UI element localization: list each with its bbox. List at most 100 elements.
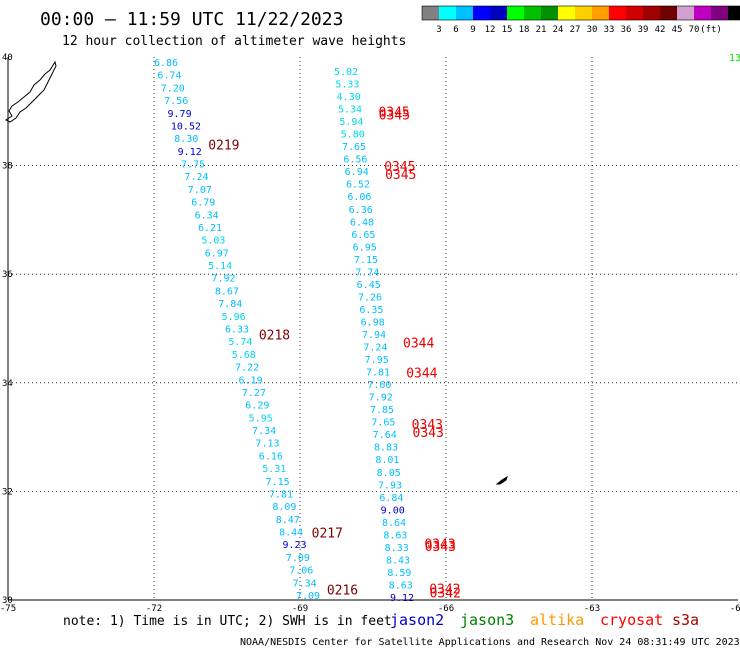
- wave-height-value: 7.13: [255, 439, 279, 450]
- wave-height-value: 9.12: [178, 147, 202, 158]
- wave-height-value: 7.24: [184, 172, 208, 183]
- wave-height-value: 7.56: [164, 96, 188, 107]
- wave-height-value: 7.26: [358, 292, 382, 303]
- wave-height-value: 5.68: [232, 350, 256, 361]
- scale-label: 21: [536, 25, 547, 35]
- scale-swatch: [490, 6, 507, 20]
- wave-height-value: 7.34: [293, 578, 317, 589]
- wave-height-value: 6.94: [345, 167, 369, 178]
- wave-height-value: 6.65: [351, 230, 375, 241]
- wave-height-value: 6.48: [350, 217, 374, 228]
- wave-height-value: 7.95: [365, 355, 389, 366]
- wave-height-value: 7.84: [218, 299, 242, 310]
- satellite-name: s3a: [672, 611, 699, 629]
- wave-height-value: 6.79: [191, 198, 215, 209]
- wave-height-value: 7.09: [296, 591, 320, 602]
- scale-label: 45: [672, 25, 683, 35]
- pass-time-label: 0217: [312, 527, 343, 542]
- scale-swatch: [456, 6, 473, 20]
- wave-height-value: 6.33: [225, 325, 249, 336]
- corner-value: 13: [729, 53, 740, 64]
- wave-height-value: 7.81: [366, 368, 390, 379]
- lon-tick-label: -75: [0, 604, 16, 614]
- scale-label: 18: [519, 25, 530, 35]
- wave-height-value: 8.63: [389, 580, 413, 591]
- wave-height-value: 7.65: [371, 418, 395, 429]
- wave-height-value: 7.74: [355, 267, 379, 278]
- credit-line: NOAA/NESDIS Center for Satellite Applica…: [240, 637, 740, 648]
- scale-label: 30: [587, 25, 598, 35]
- wave-height-value: 6.86: [154, 58, 178, 69]
- wave-height-value: 8.05: [377, 468, 401, 479]
- wave-height-value: 8.63: [383, 530, 407, 541]
- wave-height-value: 8.30: [174, 134, 198, 145]
- pass-time-label: 0219: [208, 138, 239, 153]
- scale-swatch: [677, 6, 694, 20]
- scale-label: 9: [470, 25, 475, 35]
- wave-height-value: 8.43: [386, 555, 410, 566]
- lat-tick-label: 40: [2, 53, 13, 63]
- scale-swatch: [711, 6, 728, 20]
- pass-time-label: 0343: [425, 540, 456, 555]
- map-grid: -75 -72 -69 -66 -63 -60 40 38 36 34 32 30 13: [0, 53, 740, 614]
- wave-height-value: 7.85: [370, 405, 394, 416]
- wave-height-value: 8.67: [215, 286, 239, 297]
- wave-height-value: 6.16: [259, 451, 283, 462]
- wave-height-value: 5.96: [222, 312, 246, 323]
- scale-label: (ft): [700, 25, 722, 35]
- coastline-shape: [5, 60, 57, 123]
- scale-label: 33: [604, 25, 615, 35]
- lat-tick-label: 32: [2, 487, 13, 497]
- pass-time-label: 0343: [412, 418, 443, 433]
- satellite-legend: jason2 jason3 altika cryosat s3a: [390, 611, 699, 629]
- wave-height-value: 7.94: [362, 330, 386, 341]
- wave-height-value: 5.80: [341, 130, 365, 141]
- pass-time-label: 0342: [430, 586, 461, 601]
- scale-label: 36: [621, 25, 632, 35]
- wave-height-value: 5.33: [335, 80, 359, 91]
- wave-height-value: 6.98: [361, 317, 385, 328]
- wave-height-value: 9.12: [390, 593, 414, 604]
- wave-height-value: 9.79: [168, 109, 192, 120]
- track-1-values: 6.866.747.207.569.7910.528.309.127.757.2…: [154, 58, 358, 602]
- lat-tick-label: 38: [2, 162, 13, 172]
- wave-height-value: 6.52: [346, 180, 370, 191]
- wave-height-value: 6.35: [359, 305, 383, 316]
- scale-swatch: [422, 6, 439, 20]
- wave-height-value: 7.22: [235, 363, 259, 374]
- scale-label: 24: [553, 25, 564, 35]
- scale-label: 15: [502, 25, 513, 35]
- scale-swatch: [728, 6, 740, 20]
- scale-label: 39: [638, 25, 649, 35]
- wave-height-value: 7.92: [211, 274, 235, 285]
- satellite-name: jason2: [390, 611, 444, 629]
- map-title: 00:00 – 11:59 UTC 11/22/2023: [40, 9, 343, 30]
- lon-tick-label: -72: [146, 604, 162, 614]
- satellite-name: cryosat: [600, 611, 663, 629]
- wave-height-value: 7.65: [342, 142, 366, 153]
- wave-height-value: 6.29: [245, 401, 269, 412]
- wave-height-value: 6.56: [343, 155, 367, 166]
- wave-height-value: 6.97: [205, 248, 229, 259]
- wave-height-value: 7.92: [369, 393, 393, 404]
- wave-height-value: 5.74: [228, 337, 252, 348]
- wave-height-value: 8.47: [276, 515, 300, 526]
- wave-height-value: 7.34: [252, 426, 276, 437]
- scale-label: 12: [485, 25, 496, 35]
- scale-swatch: [541, 6, 558, 20]
- wave-height-value: 8.33: [385, 543, 409, 554]
- lon-tick-label: -60: [730, 604, 740, 614]
- pass-time-label: 0345: [378, 106, 409, 121]
- wave-height-value: 5.02: [334, 67, 358, 78]
- wave-height-value: 6.19: [239, 375, 263, 386]
- scale-swatch: [694, 6, 711, 20]
- wave-height-value: 8.59: [387, 568, 411, 579]
- wave-height-value: 6.84: [379, 493, 403, 504]
- scale-label: 3: [436, 25, 441, 35]
- wave-height-value: 6.34: [195, 210, 219, 221]
- lon-tick-label: -63: [584, 604, 600, 614]
- pass-time-label: 0218: [259, 328, 290, 343]
- scale-label: 42: [655, 25, 666, 35]
- island-shape: [495, 475, 508, 485]
